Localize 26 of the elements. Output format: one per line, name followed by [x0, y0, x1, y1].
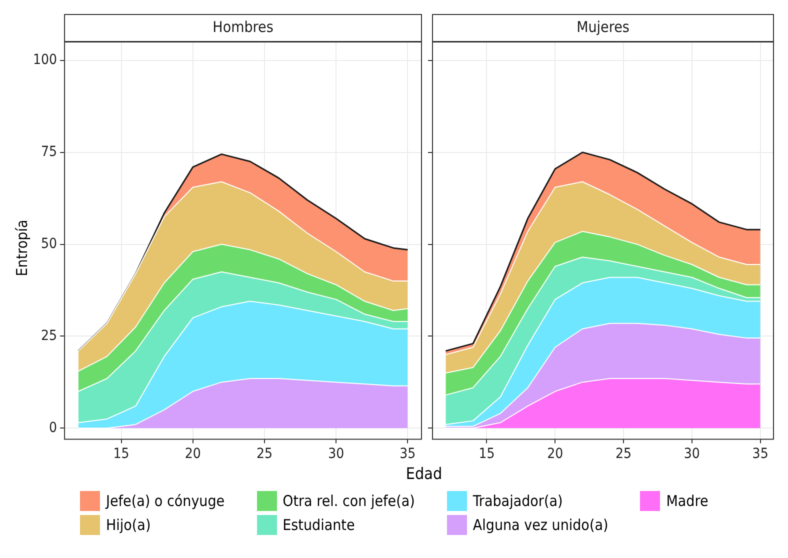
y-tick-label: 25 [41, 328, 58, 344]
x-tick-label: 30 [328, 446, 344, 462]
chart-title: Hombres [212, 18, 274, 36]
legend-label: Jefe(a) o cónyuge [106, 492, 225, 510]
legend-label: Alguna vez unido(a) [472, 516, 608, 534]
y-tick-label: 75 [41, 144, 58, 160]
legend-label: Trabajador(a) [472, 492, 563, 510]
legend-label: Estudiante [282, 516, 355, 534]
chart-title: Mujeres [576, 18, 630, 36]
x-tick-label: 25 [616, 446, 632, 462]
y-tick-label: 50 [41, 236, 58, 252]
legend-label: Otra rel. con jefe(a) [282, 492, 415, 510]
y-tick-label: 0 [49, 420, 58, 436]
legend-label: Hijo(a) [106, 516, 151, 534]
x-tick-label: 15 [113, 446, 130, 462]
x-tick-label: 35 [400, 446, 416, 462]
x-axis-title: Edad [404, 464, 444, 483]
x-tick-label: 15 [478, 446, 495, 462]
x-tick-label: 25 [256, 446, 273, 462]
y-tick-label: 100 [32, 52, 58, 68]
y-axis-title: Entropía [13, 220, 31, 276]
x-tick-label: 20 [184, 446, 201, 462]
x-tick-label: 30 [684, 446, 700, 462]
x-tick-label: 35 [752, 446, 768, 462]
x-tick-label: 20 [547, 446, 564, 462]
legend-label: Madre [666, 492, 708, 510]
